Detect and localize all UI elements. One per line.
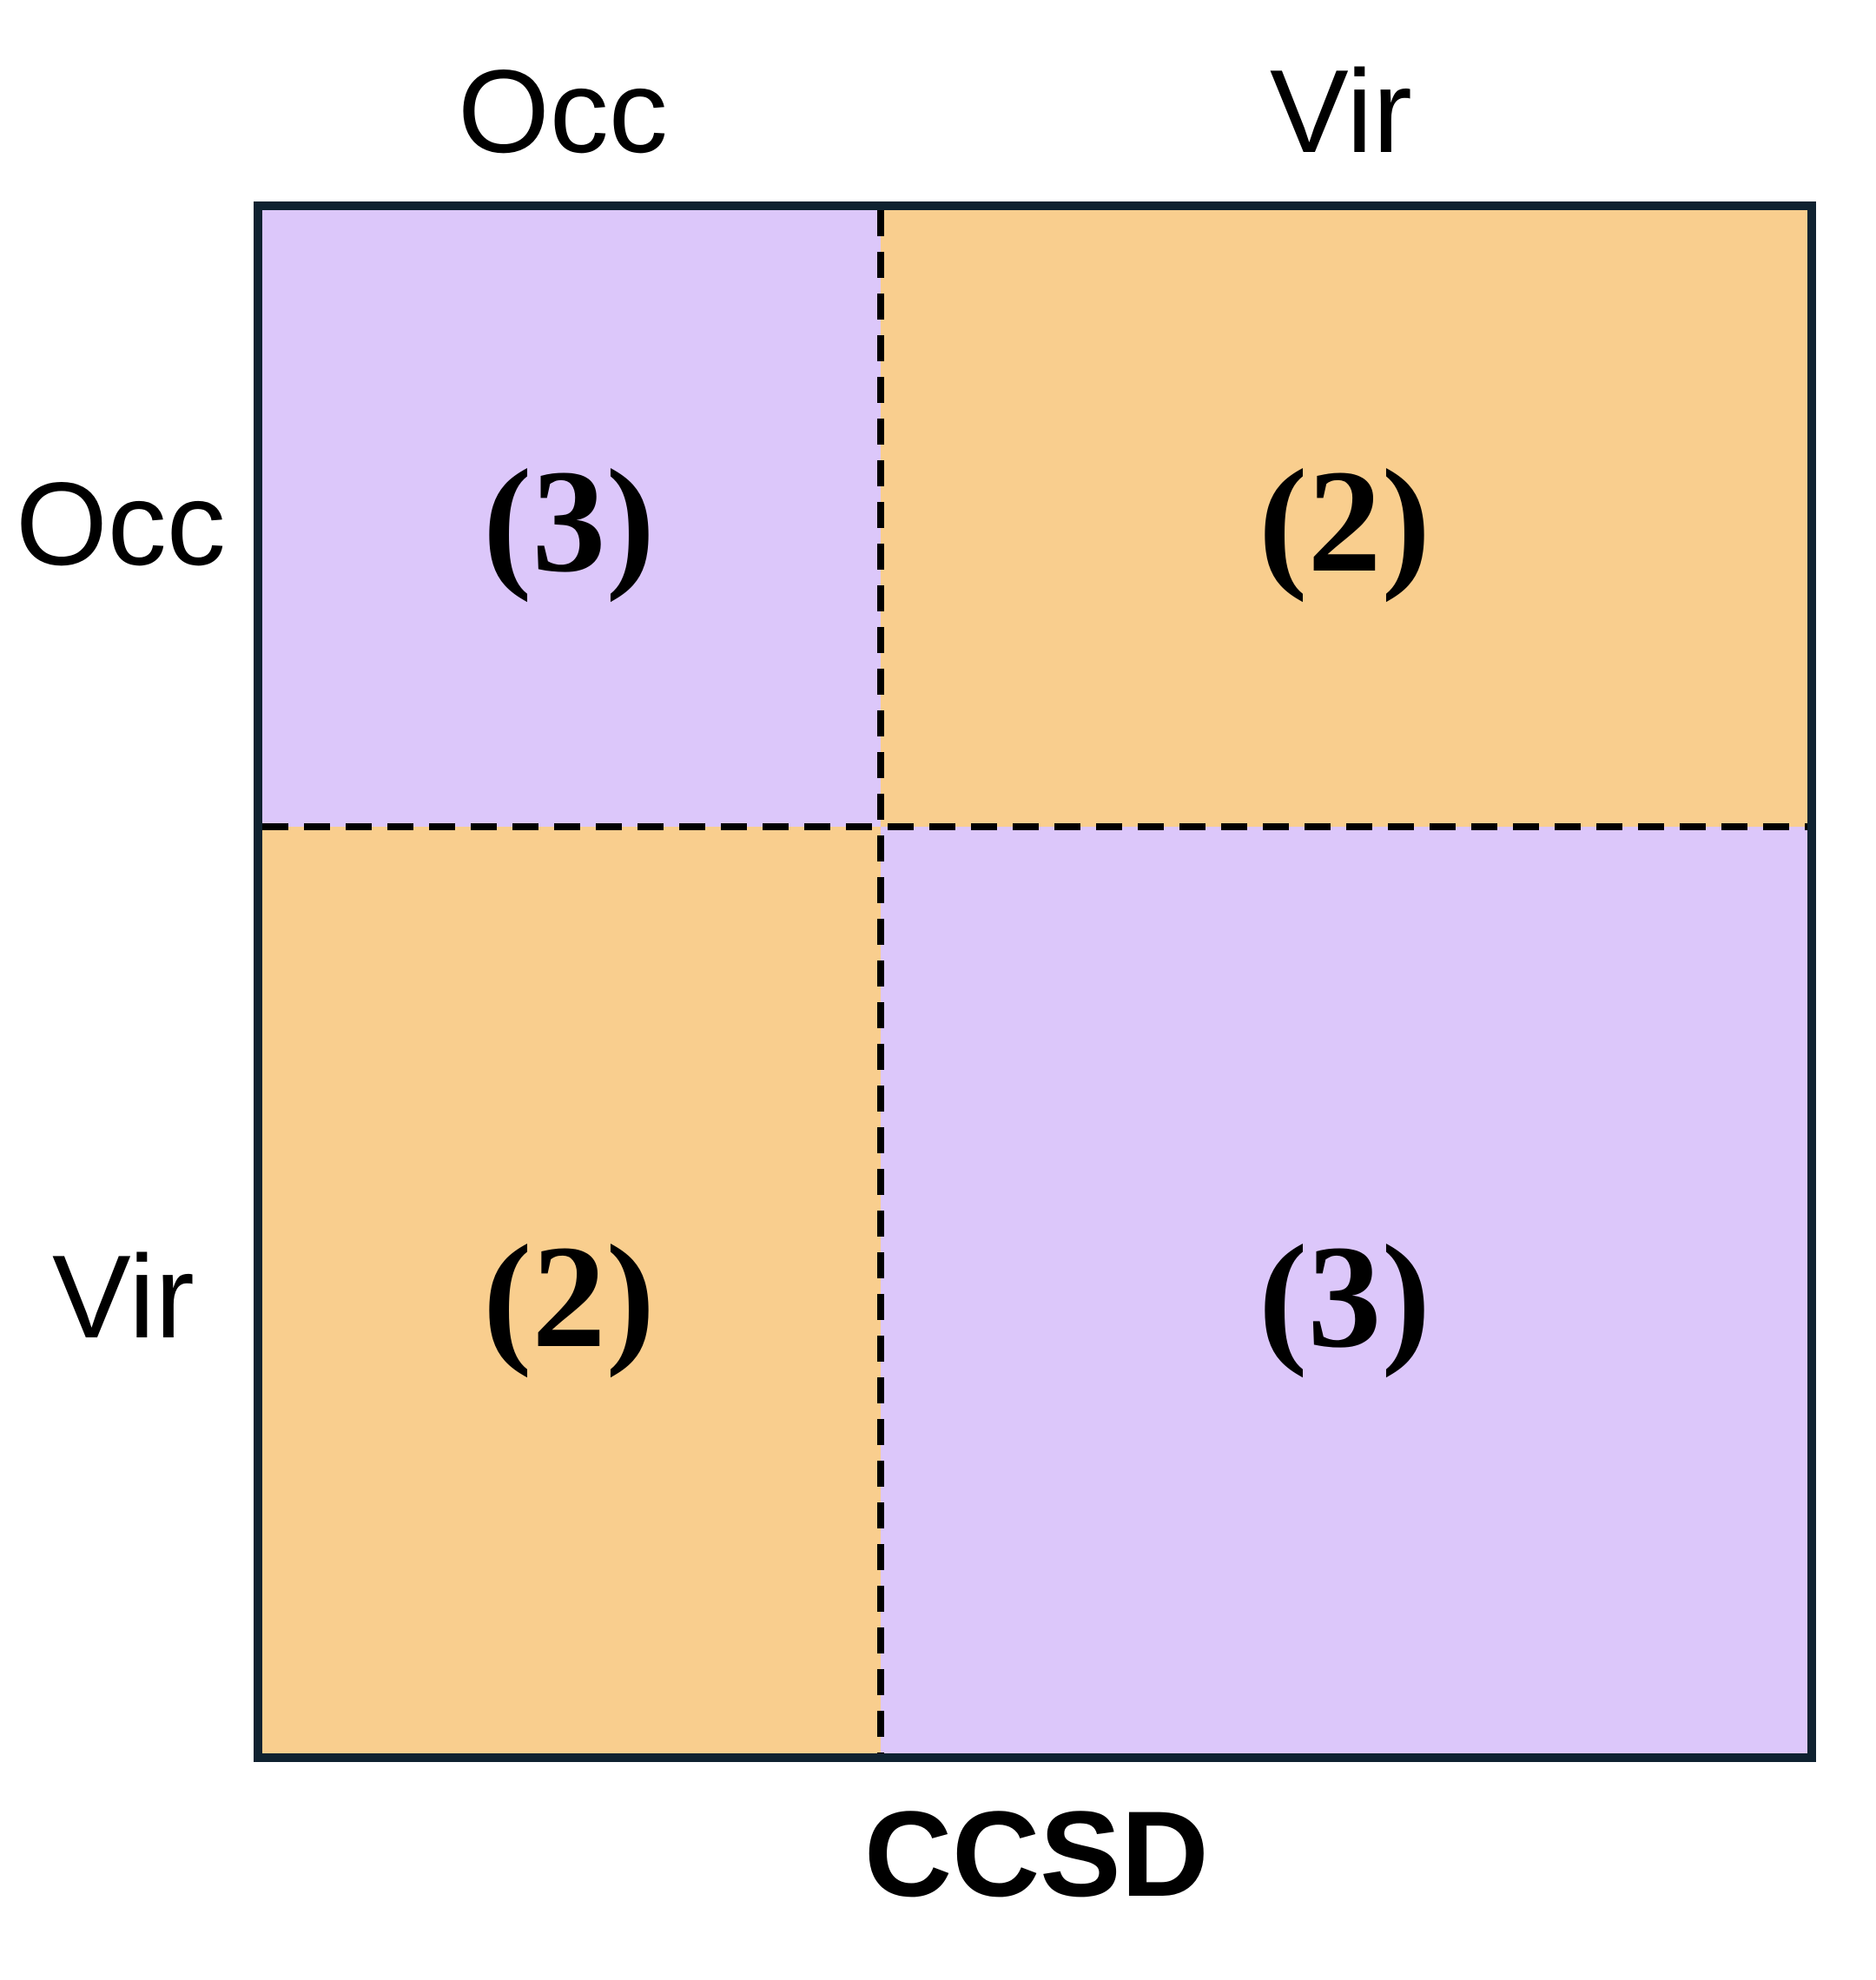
block-label-occ-vir: (2) (1258, 439, 1430, 603)
block-occ-vir (881, 206, 1812, 827)
block-label-occ-occ: (3) (483, 439, 655, 603)
block-vir-occ (258, 827, 881, 1758)
block-vir-vir (881, 827, 1812, 1758)
block-occ-occ (258, 206, 881, 827)
block-label-vir-vir: (3) (1258, 1215, 1430, 1378)
row-header-occ: Occ (16, 458, 226, 590)
matrix-border (254, 201, 1816, 1762)
column-header-vir: Vir (1270, 45, 1412, 177)
diagram-title: CCSD (864, 1785, 1209, 1922)
column-header-occ: Occ (458, 45, 668, 177)
block-label-vir-occ: (2) (483, 1215, 655, 1378)
row-header-vir: Vir (52, 1231, 195, 1363)
